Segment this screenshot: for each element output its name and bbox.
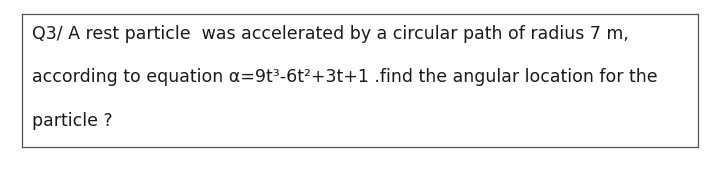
Text: according to equation α=9t³-6t²+3t+1 .find the angular location for the: according to equation α=9t³-6t²+3t+1 .fi… — [32, 68, 658, 86]
Text: particle ?: particle ? — [32, 112, 113, 130]
Text: Q3/ A rest particle  was accelerated by a circular path of radius 7 m,: Q3/ A rest particle was accelerated by a… — [32, 25, 629, 43]
